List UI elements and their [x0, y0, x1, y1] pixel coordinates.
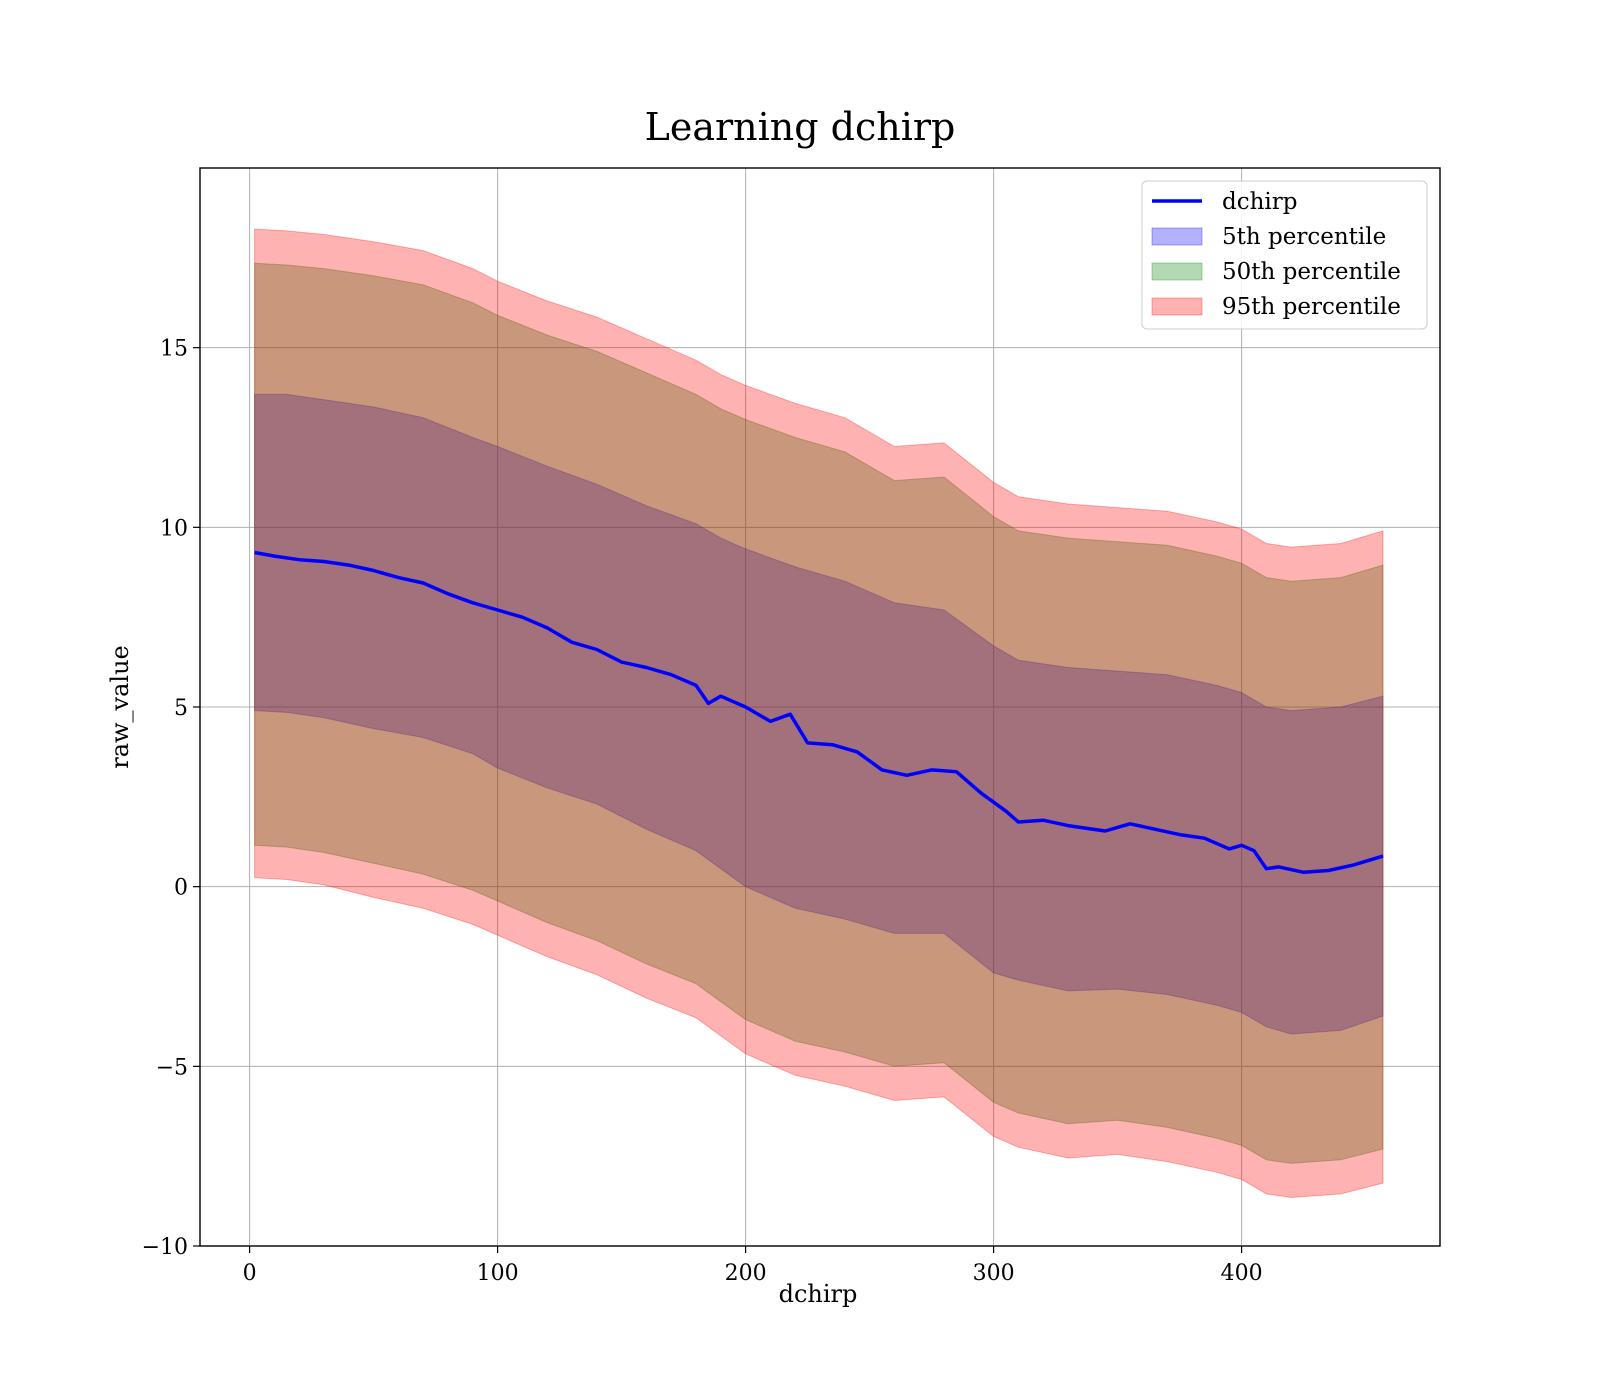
band-5th-percentile: [254, 393, 1384, 1035]
band-95th-percentile: [254, 228, 1384, 1199]
x-tick-label-1: 100: [477, 1261, 519, 1286]
x-tick-label-4: 400: [1221, 1261, 1263, 1286]
y-tick-label-0: −10: [142, 1235, 188, 1260]
legend-swatch-3: [1151, 297, 1203, 316]
series-lines: [254, 550, 1384, 875]
legend-label-3: 95th percentile: [1222, 294, 1401, 320]
y-tick-label-4: 10: [160, 516, 188, 541]
legend-swatch-2: [1151, 262, 1203, 281]
chart-title: Learning dchirp: [645, 105, 956, 149]
legend: dchirp 5th percentile 50th percentile 95th …: [1141, 180, 1428, 330]
x-axis-label: dchirp: [779, 1280, 858, 1308]
y-axis-label: raw_value: [106, 645, 134, 769]
legend-label-2: 50th percentile: [1222, 259, 1401, 285]
x-tick-label-0: 0: [243, 1261, 257, 1286]
legend-label-0: dchirp: [1222, 189, 1298, 215]
y-tick-label-3: 5: [174, 696, 188, 721]
y-tick-label-5: 15: [160, 337, 188, 362]
legend-box: [1141, 180, 1428, 330]
x-tick-label-3: 300: [973, 1261, 1015, 1286]
y-tick-label-2: 0: [174, 876, 188, 901]
y-axis: −10 −5 0 5 10 15: [142, 337, 200, 1260]
series-line-dchirp: [254, 550, 1384, 875]
x-tick-label-2: 200: [725, 1261, 767, 1286]
band-50th-percentile: [254, 262, 1384, 1164]
legend-swatch-1: [1151, 227, 1203, 246]
percentile-bands: [254, 228, 1384, 1199]
x-axis: 0 100 200 300 400: [243, 1246, 1263, 1286]
legend-label-1: 5th percentile: [1222, 224, 1386, 250]
y-tick-label-1: −5: [156, 1055, 188, 1080]
